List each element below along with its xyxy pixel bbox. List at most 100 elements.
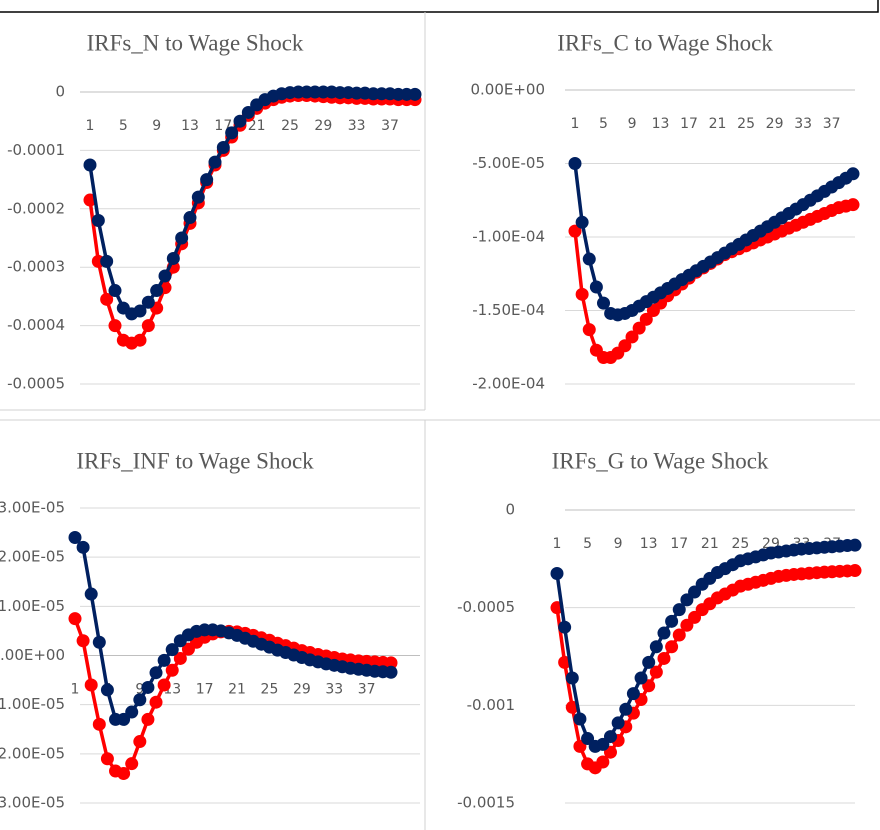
data-point (184, 211, 197, 224)
data-point (569, 157, 582, 170)
y-tick-label: 0.00E+00 (0, 646, 65, 664)
data-point (77, 634, 90, 647)
chart-title: IRFs_INF to Wage Shock (76, 448, 314, 473)
y-tick-label: -0.001 (467, 696, 515, 714)
data-point (409, 88, 422, 101)
x-tick-label: 17 (680, 116, 698, 132)
x-tick-label: 37 (358, 682, 376, 698)
data-point (158, 679, 171, 692)
y-tick-label: -1.50E-04 (472, 301, 545, 319)
data-point (167, 252, 180, 265)
data-point (657, 627, 670, 640)
page: IRFs_N to Wage Shock0-0.0001-0.0002-0.00… (0, 0, 880, 830)
x-tick-label: 17 (196, 682, 214, 698)
data-point (141, 713, 154, 726)
x-tick-label: 5 (583, 536, 592, 552)
x-tick-label: 33 (348, 118, 366, 134)
data-point (590, 280, 603, 293)
y-tick-label: 0 (505, 501, 515, 519)
data-point (150, 696, 163, 709)
y-tick-label: -0.0003 (7, 258, 65, 276)
data-point (635, 671, 648, 684)
x-tick-label: 21 (701, 536, 719, 552)
data-point (650, 640, 663, 653)
data-point (109, 319, 122, 332)
data-point (209, 156, 222, 169)
data-point (612, 716, 625, 729)
data-point (566, 671, 579, 684)
x-tick-label: 9 (614, 536, 623, 552)
x-tick-label: 5 (599, 116, 608, 132)
x-tick-label: 29 (766, 116, 784, 132)
data-point (200, 173, 213, 186)
data-point (849, 564, 862, 577)
chart-title: IRFs_N to Wage Shock (87, 30, 304, 55)
data-point (150, 284, 163, 297)
x-tick-label: 1 (71, 682, 80, 698)
data-point (657, 652, 670, 665)
data-point (558, 621, 571, 634)
y-tick-label: -0.0001 (7, 141, 65, 159)
data-point (101, 683, 114, 696)
data-point (85, 588, 98, 601)
x-tick-label: 33 (794, 116, 812, 132)
y-tick-label: -2.00E-05 (0, 744, 65, 762)
data-point (583, 323, 596, 336)
x-tick-label: 1 (571, 116, 580, 132)
y-tick-label: -1.00E-05 (0, 695, 65, 713)
data-point (100, 255, 113, 268)
data-point (92, 214, 105, 227)
y-tick-label: -0.0005 (7, 375, 65, 393)
x-tick-label: 21 (228, 682, 246, 698)
x-tick-label: 5 (119, 118, 128, 134)
chart-grid: IRFs_N to Wage Shock0-0.0001-0.0002-0.00… (0, 0, 880, 830)
y-tick-label: -0.0015 (457, 794, 515, 812)
y-tick-label: 0.00E+00 (470, 81, 545, 99)
y-tick-label: 3.00E-05 (0, 499, 65, 517)
data-point (84, 159, 97, 172)
data-point (93, 718, 106, 731)
x-tick-label: 9 (628, 116, 637, 132)
data-point (583, 253, 596, 266)
data-point (627, 687, 640, 700)
data-point (217, 141, 230, 154)
x-tick-label: 25 (731, 536, 749, 552)
data-point (385, 666, 398, 679)
data-point (175, 232, 188, 245)
data-point (619, 703, 632, 716)
data-point (150, 666, 163, 679)
x-tick-label: 13 (652, 116, 670, 132)
data-point (665, 640, 678, 653)
y-tick-label: -0.0005 (457, 598, 515, 616)
data-point (101, 752, 114, 765)
y-tick-label: 1.00E-05 (0, 597, 65, 615)
data-point (142, 296, 155, 309)
data-point (134, 334, 147, 347)
chart-title: IRFs_G to Wage Shock (552, 448, 769, 473)
data-point (576, 288, 589, 301)
x-tick-label: 29 (293, 682, 311, 698)
data-point (225, 126, 238, 139)
x-tick-label: 13 (640, 536, 658, 552)
data-point (109, 284, 122, 297)
data-point (77, 541, 90, 554)
data-point (551, 567, 564, 580)
y-tick-label: -5.00E-05 (472, 154, 545, 172)
data-point (847, 167, 860, 180)
data-point (69, 612, 82, 625)
x-tick-label: 33 (325, 682, 343, 698)
data-point (604, 730, 617, 743)
data-point (141, 681, 154, 694)
x-tick-label: 13 (181, 118, 199, 134)
x-tick-label: 25 (281, 118, 299, 134)
data-point (85, 679, 98, 692)
data-point (125, 706, 138, 719)
y-tick-label: 0 (55, 83, 65, 101)
data-point (573, 713, 586, 726)
data-point (93, 636, 106, 649)
data-point (847, 198, 860, 211)
data-point (125, 757, 138, 770)
data-point (159, 269, 172, 282)
data-point (642, 656, 655, 669)
y-tick-label: -3.00E-05 (0, 794, 65, 812)
